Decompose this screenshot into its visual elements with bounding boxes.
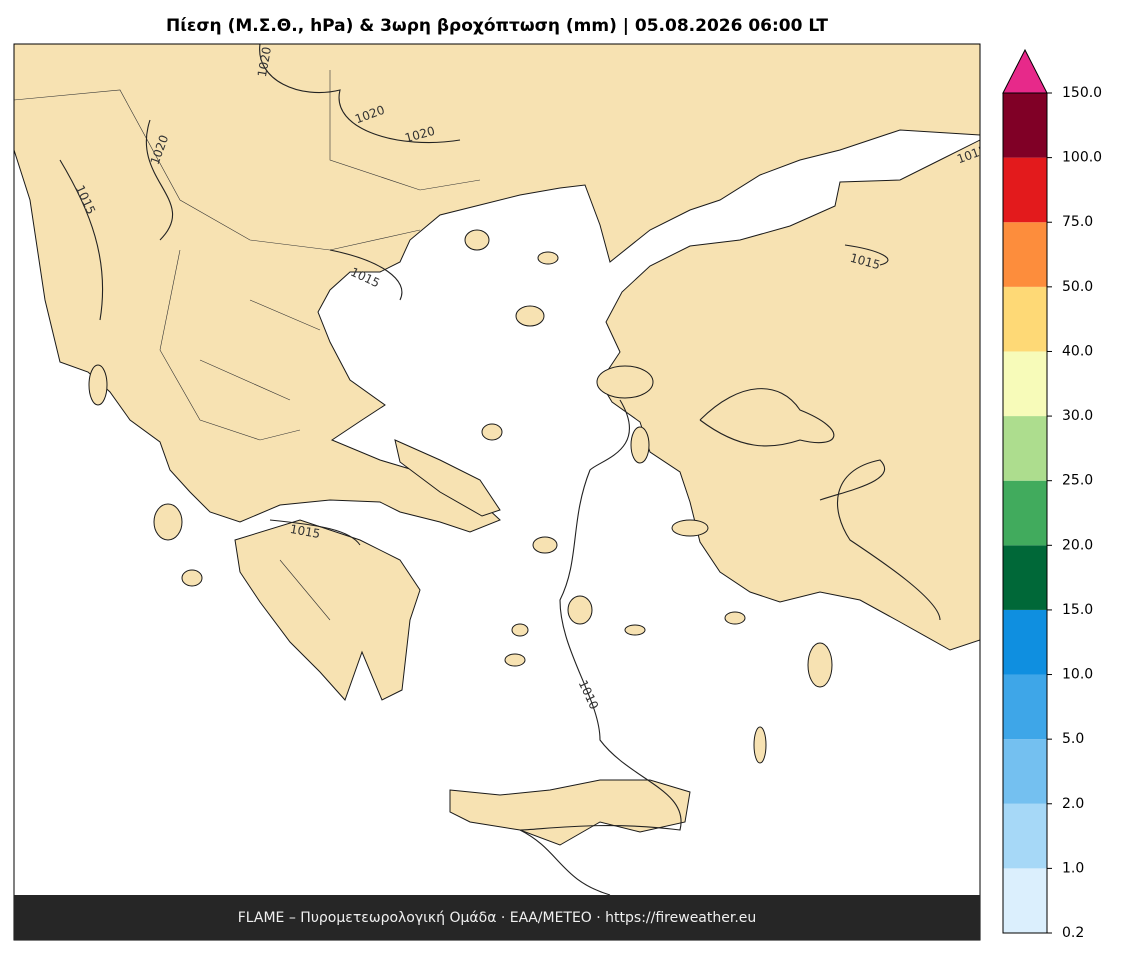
colorbar-tick-label: 150.0 bbox=[1062, 85, 1102, 101]
colorbar-bin bbox=[1003, 286, 1047, 352]
contour-label: 1020 bbox=[255, 46, 274, 79]
colorbar-tick-label: 25.0 bbox=[1062, 473, 1093, 489]
colorbar-bin bbox=[1003, 222, 1047, 287]
contour-label: 1015 bbox=[289, 522, 322, 541]
colorbar-bin bbox=[1003, 803, 1047, 869]
title: Πίεση (Μ.Σ.Θ., hPa) & 3ωρη βροχόπτωση (m… bbox=[166, 16, 828, 36]
colorbar-tick-label: 5.0 bbox=[1062, 731, 1084, 747]
colorbar-tick-label: 2.0 bbox=[1062, 796, 1084, 812]
footer: FLAME – Πυρομετεωρολογική Ομάδα · ΕΑΑ/ME… bbox=[238, 910, 757, 926]
colorbar-bin bbox=[1003, 416, 1047, 481]
colorbar-tick-label: 50.0 bbox=[1062, 279, 1093, 295]
colorbar-bin bbox=[1003, 545, 1047, 610]
colorbar-bin bbox=[1003, 351, 1047, 417]
colorbar-tick-label: 75.0 bbox=[1062, 214, 1093, 230]
colorbar-tick-label: 15.0 bbox=[1062, 602, 1093, 618]
colorbar-bin bbox=[1003, 157, 1047, 223]
colorbar-tick-label: 30.0 bbox=[1062, 408, 1093, 424]
colorbar-frame bbox=[1002, 92, 1048, 934]
colorbar-tick-label: 20.0 bbox=[1062, 537, 1093, 553]
colorbar-bin bbox=[1003, 674, 1047, 740]
colorbar-bin bbox=[1003, 93, 1047, 158]
colorbar-bin bbox=[1003, 480, 1047, 546]
footer-band bbox=[14, 895, 980, 940]
colorbar-bin bbox=[1003, 609, 1047, 675]
colorbar-extend bbox=[1002, 48, 1048, 94]
colorbar-tick-label: 1.0 bbox=[1062, 860, 1084, 876]
colorbar-bin bbox=[1003, 739, 1047, 804]
colorbar-tick-label: 40.0 bbox=[1062, 343, 1093, 359]
colorbar-tick-label: 10.0 bbox=[1062, 667, 1093, 683]
colorbar-bin bbox=[1003, 868, 1047, 933]
colorbar-tick-label: 100.0 bbox=[1062, 150, 1102, 166]
colorbar-tick-label: 0.2 bbox=[1062, 925, 1084, 941]
